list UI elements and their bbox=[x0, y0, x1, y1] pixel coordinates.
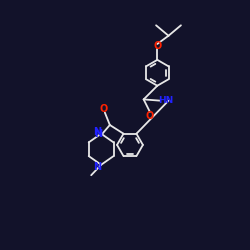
Text: O: O bbox=[100, 104, 108, 114]
Text: O: O bbox=[153, 41, 162, 51]
Text: HN: HN bbox=[158, 96, 173, 105]
Text: N: N bbox=[94, 127, 102, 137]
Text: N: N bbox=[94, 129, 103, 139]
Text: N: N bbox=[94, 162, 102, 172]
Text: O: O bbox=[146, 111, 154, 121]
